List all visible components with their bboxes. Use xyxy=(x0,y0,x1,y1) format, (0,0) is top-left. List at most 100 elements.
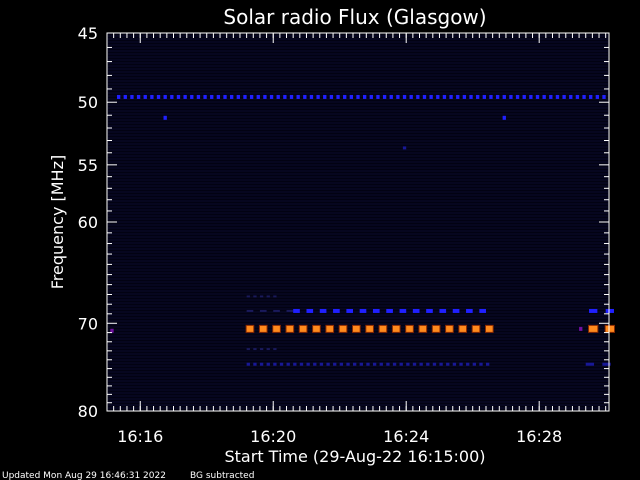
y-tick-label: 60 xyxy=(78,213,98,232)
band-segment xyxy=(362,94,367,99)
band-segment xyxy=(542,94,546,99)
band-segment xyxy=(299,325,307,332)
band-segment xyxy=(346,308,354,313)
band-segment xyxy=(589,325,598,332)
y-tick-label: 80 xyxy=(78,402,98,421)
band-segment xyxy=(293,308,300,313)
band-segment xyxy=(236,94,240,99)
band-segment xyxy=(136,94,141,99)
band-segment xyxy=(269,94,274,99)
x-tick-label: 16:20 xyxy=(250,427,296,446)
band-segment xyxy=(386,308,393,313)
band-segment xyxy=(442,94,447,99)
y-tick-label: 55 xyxy=(78,156,98,175)
band-segment xyxy=(412,362,417,366)
band-segment xyxy=(446,325,453,332)
band-segment xyxy=(579,326,583,331)
band-segment xyxy=(472,362,477,366)
band-segment xyxy=(246,309,254,312)
band-segment xyxy=(372,308,380,313)
band-segment xyxy=(396,94,400,99)
band-segment xyxy=(253,348,257,351)
band-segment xyxy=(372,362,377,366)
band-segment xyxy=(466,362,470,366)
axes: 16:16 16:20 16:24 16:28 45 50 55 60 70 80 xyxy=(78,24,610,446)
band-segment xyxy=(286,362,290,366)
band-segment xyxy=(359,362,363,366)
band-segment xyxy=(585,362,595,366)
band-segment xyxy=(605,325,614,332)
band-segment xyxy=(353,325,360,332)
band-segment xyxy=(116,94,121,99)
band-segment xyxy=(313,362,317,366)
band-segment xyxy=(402,146,407,150)
band-segment xyxy=(462,94,467,99)
band-segment xyxy=(386,362,390,366)
band-segment xyxy=(485,362,490,366)
band-segment xyxy=(263,94,267,99)
band-segment xyxy=(319,308,327,313)
frequency-channel-lines xyxy=(108,35,608,409)
band-segment xyxy=(595,94,600,99)
band-segment xyxy=(353,362,357,366)
band-segment xyxy=(522,94,526,99)
band-segment xyxy=(259,295,264,298)
band-segment xyxy=(426,362,430,366)
band-segment xyxy=(259,348,264,351)
band-segment xyxy=(246,325,254,332)
band-segment xyxy=(253,362,257,366)
band-segment xyxy=(359,308,367,313)
band-segment xyxy=(366,362,370,366)
x-tick-label: 16:16 xyxy=(117,427,163,446)
band-segment xyxy=(303,94,307,99)
band-segment xyxy=(369,94,373,99)
band-segment xyxy=(402,94,407,99)
band-segment xyxy=(412,308,420,313)
band-segment xyxy=(469,94,473,99)
band-segment xyxy=(392,362,397,366)
band-segment xyxy=(286,325,294,332)
band-segment xyxy=(123,94,127,99)
band-segment xyxy=(339,325,347,332)
band-segment xyxy=(406,325,413,332)
band-segment xyxy=(216,94,221,99)
band-segment xyxy=(266,295,270,298)
x-tick-label: 16:28 xyxy=(516,427,562,446)
x-axis-label: Start Time (29-Aug-22 16:15:00) xyxy=(225,447,486,466)
band-segment xyxy=(379,325,387,332)
band-segment xyxy=(422,94,427,99)
band-segment xyxy=(419,362,423,366)
band-segment xyxy=(409,94,413,99)
band-segment xyxy=(326,325,334,332)
band-segment xyxy=(495,94,500,99)
band-segment xyxy=(273,325,280,332)
band-segment xyxy=(416,94,420,99)
band-segment xyxy=(336,94,340,99)
band-segment xyxy=(436,94,440,99)
band-segment xyxy=(163,115,167,120)
band-segment xyxy=(223,94,227,99)
band-segment xyxy=(432,325,440,332)
band-segment xyxy=(283,94,287,99)
band-segment xyxy=(589,308,598,313)
band-segment xyxy=(246,362,250,366)
band-segment xyxy=(266,348,270,351)
band-segment xyxy=(439,362,443,366)
band-segment xyxy=(446,362,450,366)
band-segment xyxy=(466,308,473,313)
band-segment xyxy=(273,295,277,298)
band-segment xyxy=(259,325,267,332)
band-segment xyxy=(485,325,493,332)
band-segment xyxy=(210,94,214,99)
y-tick-label: 45 xyxy=(78,24,98,43)
band-segment xyxy=(253,295,257,298)
band-segment xyxy=(502,115,506,120)
band-segment xyxy=(379,362,383,366)
band-segment xyxy=(382,94,387,99)
band-segment xyxy=(555,94,560,99)
band-segment xyxy=(130,94,134,99)
band-segment xyxy=(452,308,460,313)
band-segment xyxy=(273,362,277,366)
band-segment xyxy=(366,325,373,332)
band-segment xyxy=(479,362,483,366)
